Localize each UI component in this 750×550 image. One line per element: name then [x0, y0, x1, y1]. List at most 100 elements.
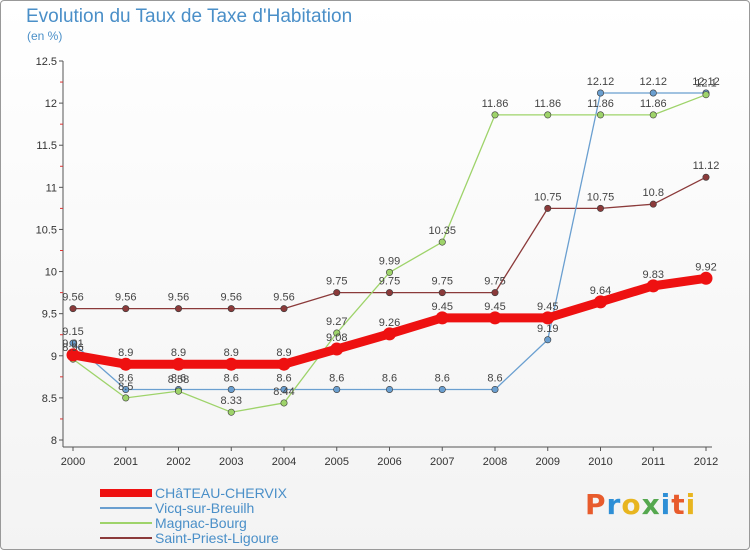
logo-letter: i [685, 488, 697, 521]
y-tick-label: 10 [45, 267, 57, 279]
data-label-1: 9.15 [62, 326, 83, 338]
x-tick-label: 2008 [483, 456, 507, 468]
data-label-2: 11.86 [587, 98, 614, 110]
data-label-0: 8.9 [118, 347, 133, 359]
series-point-0 [541, 311, 555, 325]
data-label-2: 11.86 [640, 98, 667, 110]
series-point-3 [702, 173, 710, 181]
data-label-3: 9.75 [379, 276, 400, 288]
x-tick-label: 2006 [377, 456, 401, 468]
y-tick-label: 9.5 [42, 309, 57, 321]
data-label-3: 9.56 [221, 292, 242, 304]
data-label-1: 8.6 [487, 372, 502, 384]
data-label-1: 8.6 [435, 372, 450, 384]
series-point-0 [66, 348, 80, 362]
legend-item: Magnac-Bourg [100, 514, 287, 531]
series-point-3 [544, 204, 552, 212]
logo-letter: P [585, 488, 607, 521]
data-label-2: 11.86 [482, 98, 509, 110]
series-point-0 [383, 327, 396, 341]
data-label-2: 8.96 [62, 342, 83, 354]
data-label-0: 8.9 [224, 347, 239, 359]
series-point-0 [435, 311, 449, 325]
logo-letter: r [606, 488, 622, 521]
series-point-1 [385, 385, 393, 393]
data-label-0: 8.9 [171, 347, 186, 359]
data-label-1: 8.6 [329, 372, 344, 384]
x-tick-label: 2003 [219, 456, 243, 468]
data-label-2: 8.33 [221, 395, 242, 407]
series-point-3 [491, 289, 499, 297]
data-label-1: 12.12 [639, 76, 667, 88]
series-point-2 [280, 399, 288, 407]
logo-letter: i [660, 488, 672, 521]
legend-swatch [100, 506, 152, 509]
logo-letter: o [621, 488, 642, 521]
x-tick-label: 2000 [61, 456, 85, 468]
data-label-2: 12.1 [695, 78, 716, 90]
y-tick-label: 8.5 [42, 393, 57, 405]
y-tick-label: 11.5 [36, 140, 57, 152]
series-point-0 [699, 271, 713, 285]
series-point-2 [122, 394, 130, 402]
series-point-1 [491, 385, 499, 393]
data-label-2: 8.58 [168, 374, 189, 386]
series-point-0 [172, 357, 185, 371]
series-point-0 [488, 311, 502, 325]
series-point-3 [69, 305, 77, 313]
series-point-1 [596, 89, 604, 97]
x-tick-label: 2007 [430, 456, 454, 468]
series-point-1 [227, 385, 235, 393]
data-label-1: 9.19 [537, 323, 558, 335]
series-point-3 [280, 305, 288, 313]
data-label-2: 10.35 [428, 225, 456, 237]
logo-letter: x [641, 488, 661, 521]
data-label-3: 9.75 [484, 276, 505, 288]
series-point-3 [385, 289, 393, 297]
data-label-0: 9.26 [379, 317, 400, 329]
data-label-1: 8.6 [382, 372, 397, 384]
legend-label: Saint-Priest-Ligoure [155, 529, 279, 546]
data-label-0: 9.01 [62, 338, 83, 350]
legend-item: Vicq-sur-Breuilh [100, 499, 287, 516]
data-label-2: 8.44 [273, 386, 294, 398]
data-label-0: 9.64 [590, 285, 611, 297]
legend-item: CHâTEAU-CHERVIX [100, 485, 287, 501]
x-tick-label: 2004 [272, 456, 296, 468]
data-label-0: 9.45 [537, 301, 558, 313]
y-tick-label: 11 [46, 182, 57, 194]
series-point-2 [227, 408, 235, 416]
series-point-3 [175, 305, 183, 313]
x-tick-label: 2005 [325, 456, 349, 468]
series-point-2 [491, 111, 499, 119]
series-point-2 [649, 111, 657, 119]
series-point-3 [438, 289, 446, 297]
data-label-2: 11.86 [534, 98, 561, 110]
data-label-1: 12.12 [692, 76, 720, 88]
data-label-3: 9.56 [168, 292, 189, 304]
series-point-0 [277, 357, 291, 371]
data-label-2: 9.99 [379, 255, 400, 267]
series-point-3 [596, 204, 604, 212]
proxiti-logo: Proxiti [585, 488, 696, 521]
data-label-3: 10.75 [587, 191, 615, 203]
series-point-2 [544, 111, 552, 119]
series-point-2 [596, 111, 604, 119]
series-point-1 [438, 385, 446, 393]
legend-label: Magnac-Bourg [155, 514, 247, 531]
data-label-3: 9.75 [432, 276, 453, 288]
legend-swatch [100, 536, 152, 539]
data-label-3: 9.56 [62, 292, 83, 304]
data-label-1: 8.6 [171, 372, 186, 384]
legend-label: Vicq-sur-Breuilh [155, 499, 255, 516]
data-label-0: 9.08 [326, 332, 347, 344]
series-point-2 [438, 238, 446, 246]
x-tick-label: 2001 [114, 456, 138, 468]
data-label-2: 8.5 [118, 381, 133, 393]
y-tick-label: 8 [51, 435, 57, 447]
series-point-3 [227, 305, 235, 313]
series-point-3 [333, 289, 341, 297]
legend-item: Saint-Priest-Ligoure [100, 529, 287, 546]
